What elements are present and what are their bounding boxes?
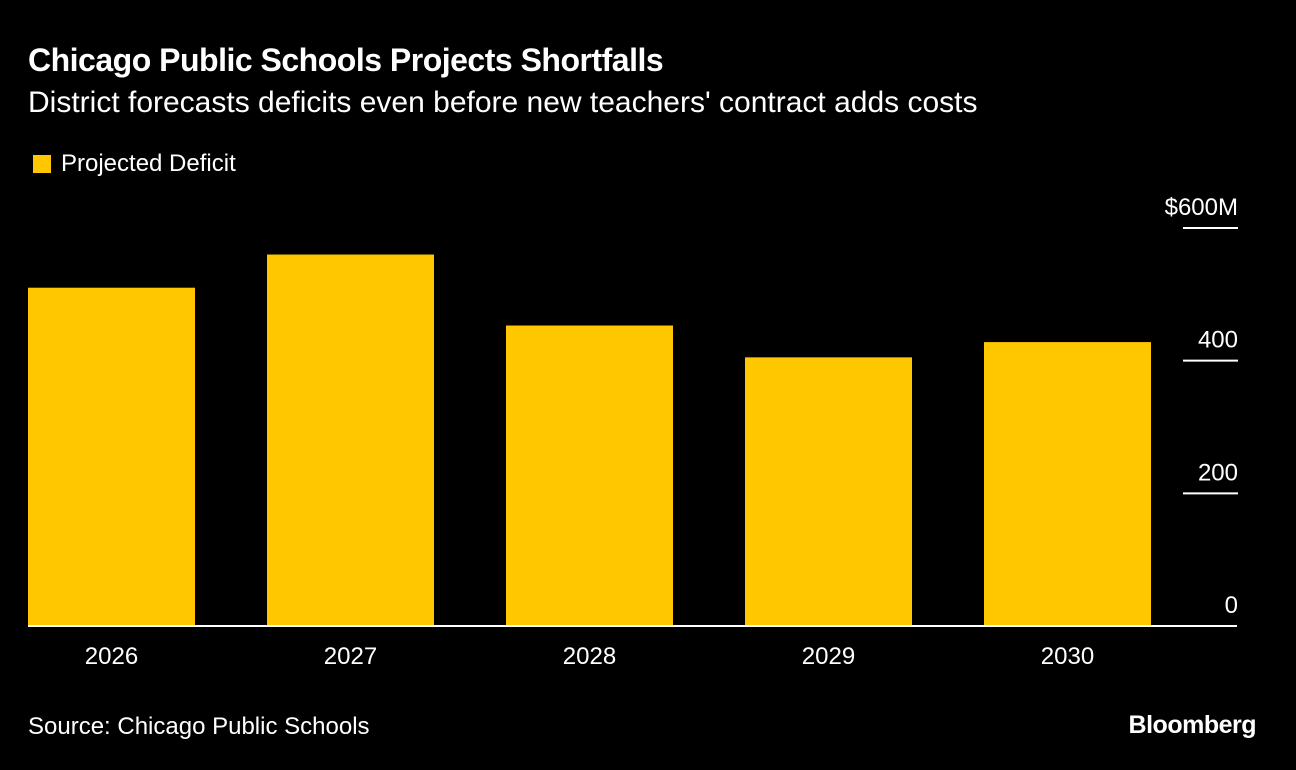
source-note: Source: Chicago Public Schools — [28, 713, 370, 740]
bloomberg-logo: Bloomberg — [1128, 711, 1257, 739]
x-tick-label-2030: 2030 — [1041, 643, 1094, 670]
chart-subtitle: District forecasts deficits even before … — [28, 86, 978, 119]
bar-2027 — [267, 254, 434, 627]
x-tick-label-2029: 2029 — [802, 643, 855, 670]
y-tick-label-0: 0 — [1225, 592, 1238, 619]
x-tick-label-2026: 2026 — [85, 643, 138, 670]
chart-title: Chicago Public Schools Projects Shortfal… — [28, 42, 664, 78]
x-tick-label-2028: 2028 — [563, 643, 616, 670]
y-tick-label-400: 400 — [1198, 327, 1238, 354]
legend-label: Projected Deficit — [61, 150, 236, 177]
bar-2029 — [745, 357, 912, 626]
y-tick-label-200: 200 — [1198, 459, 1238, 486]
bar-2030 — [984, 342, 1151, 626]
legend-swatch — [33, 155, 51, 173]
legend: Projected Deficit — [33, 150, 236, 178]
bar-2028 — [506, 325, 673, 626]
y-tick-label-600: $600M — [1165, 194, 1238, 221]
x-tick-label-2027: 2027 — [324, 643, 377, 670]
bar-2026 — [28, 287, 195, 626]
